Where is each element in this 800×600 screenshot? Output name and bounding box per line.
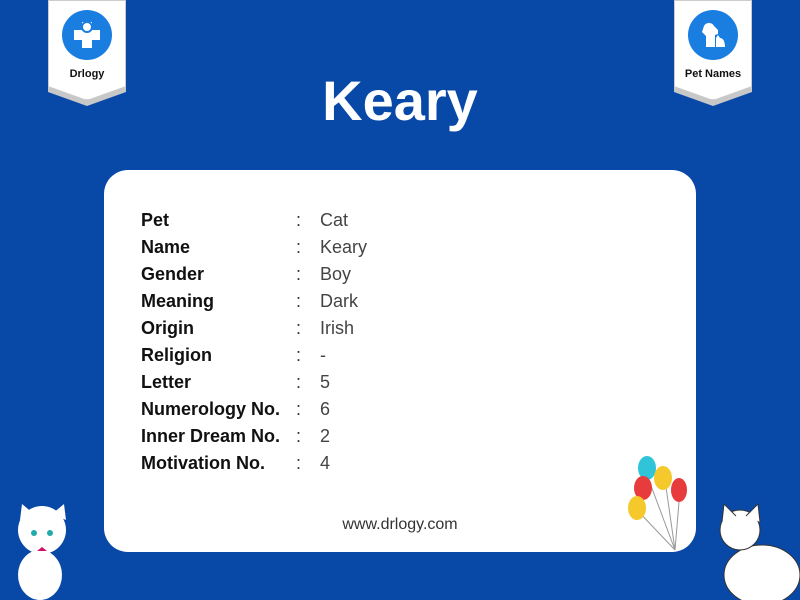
row-colon: : (296, 210, 302, 230)
row-label: Numerology No. (141, 399, 281, 419)
info-row-inner-dream-no: Inner Dream No.:2 (141, 426, 330, 453)
row-label: Letter (141, 372, 192, 392)
row-label: Inner Dream No. (141, 426, 281, 446)
row-label: Motivation No. (141, 453, 265, 473)
row-value: 2 (320, 426, 331, 446)
info-row-pet: Pet: Cat (141, 210, 348, 237)
medical-cross-stethoscope-icon (62, 10, 112, 60)
row-colon: : (296, 318, 302, 338)
row-label: Origin (141, 318, 194, 338)
info-row-origin: Origin: Irish (141, 318, 354, 345)
row-colon: : (296, 399, 302, 419)
badge-label: Drlogy (69, 68, 105, 80)
info-row-motivation-no: Motivation No.:4 (141, 453, 330, 480)
balloons-icon (628, 456, 687, 551)
row-value: Cat (320, 210, 349, 230)
info-row-name: Name: Keary (141, 237, 367, 264)
row-value: Dark (320, 291, 359, 311)
info-row-letter: Letter:5 (141, 372, 330, 399)
row-label: Pet (141, 210, 170, 230)
info-card: Pet: Cat Name: Keary Gender: Boy Meaning: Dark O… (104, 170, 696, 552)
badge-label: Pet Names (684, 68, 742, 80)
row-colon: : (296, 453, 302, 473)
row-value: Keary (320, 237, 368, 257)
info-row-numerology-no: Numerology No.:6 (141, 399, 330, 426)
row-label: Meaning (141, 291, 215, 311)
row-colon: : (296, 237, 302, 257)
row-label: Gender (141, 264, 205, 284)
info-row-gender: Gender: Boy (141, 264, 351, 291)
white-cat-right-icon (719, 502, 800, 600)
row-colon: : (296, 345, 302, 365)
row-value: 4 (320, 453, 331, 473)
info-row-religion: Religion: - (141, 345, 326, 372)
row-colon: : (296, 264, 302, 284)
page-title: Keary (322, 69, 478, 132)
info-row-meaning: Meaning: Dark (141, 291, 358, 318)
dog-cat-icon (688, 10, 738, 60)
row-colon: : (296, 372, 302, 392)
row-value: Boy (320, 264, 352, 284)
row-label: Name (141, 237, 191, 257)
row-colon: : (296, 291, 302, 311)
row-value: 5 (320, 372, 331, 392)
row-value: Irish (320, 318, 355, 338)
website-link[interactable]: www.drlogy.com (342, 516, 458, 533)
row-value: 6 (320, 399, 331, 419)
row-colon: : (296, 426, 302, 446)
row-label: Religion (141, 345, 212, 365)
row-value: - (320, 345, 326, 365)
white-cat-left-icon (18, 504, 66, 600)
